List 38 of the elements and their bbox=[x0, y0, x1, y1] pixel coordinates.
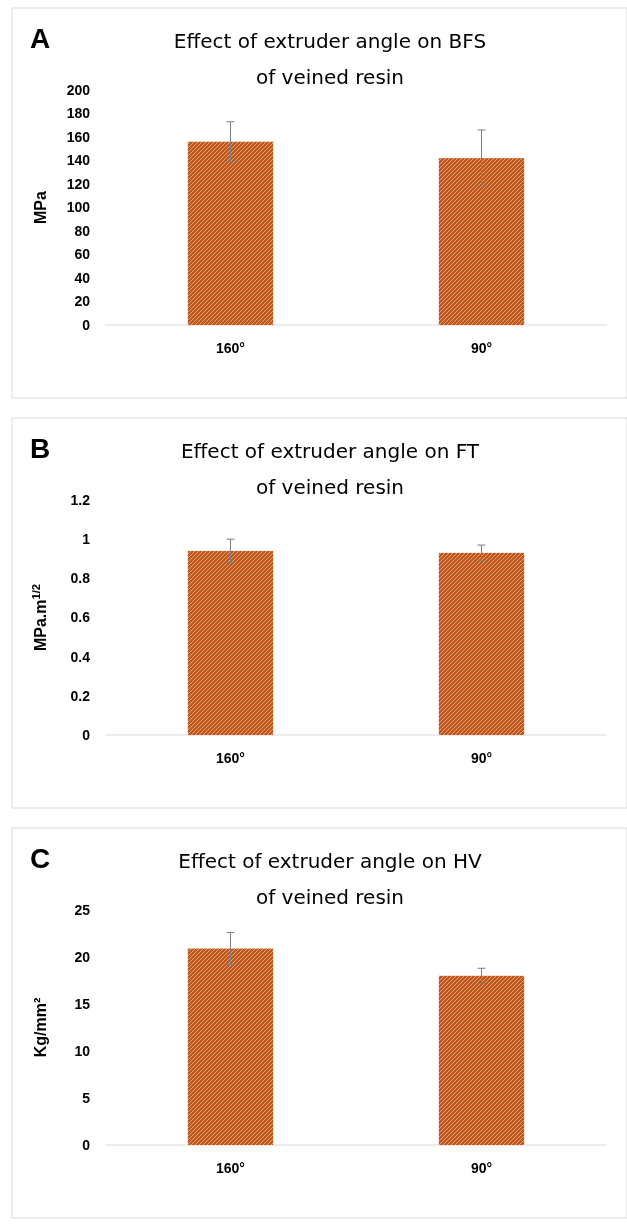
y-tick-label: 80 bbox=[74, 222, 91, 239]
x-tick-label: 90° bbox=[470, 750, 493, 766]
x-tick-label: 90° bbox=[470, 340, 493, 356]
text: B bbox=[30, 433, 51, 464]
y-tick-label: 140 bbox=[66, 152, 91, 169]
x-tick-label: 160° bbox=[216, 1160, 245, 1176]
y-tick-label: 60 bbox=[74, 246, 91, 263]
y-tick-label: 25 bbox=[74, 901, 91, 918]
y-tick-label: 0.4 bbox=[70, 648, 91, 665]
y-tick-label: 0.6 bbox=[70, 609, 91, 626]
x-tick-label: 160° bbox=[216, 750, 245, 766]
x-tick-label: 90° bbox=[470, 1160, 493, 1176]
y-tick-label: 20 bbox=[74, 948, 91, 965]
chart-title: Effect of extruder angle on HV of veined resin bbox=[178, 849, 483, 909]
y-tick-label: 1 bbox=[82, 531, 91, 548]
y-tick-label: 0.2 bbox=[70, 687, 91, 704]
chart-title: Effect of extruder angle on BFS of veined resin bbox=[173, 29, 487, 89]
y-tick-label: 0 bbox=[82, 316, 91, 333]
y-tick-label: 0.8 bbox=[70, 570, 91, 587]
y-tick-label: 20 bbox=[74, 293, 91, 310]
y-tick-label: 160 bbox=[66, 128, 91, 145]
y-tick-label: 200 bbox=[66, 81, 91, 98]
y-tick-label: 5 bbox=[82, 1089, 91, 1106]
y-tick-label: 0 bbox=[82, 1136, 91, 1153]
y-tick-label: 15 bbox=[74, 995, 91, 1012]
y-tick-label: 120 bbox=[66, 175, 91, 192]
x-tick-label: 160° bbox=[216, 340, 245, 356]
text: A bbox=[30, 23, 51, 54]
y-tick-label: 40 bbox=[74, 269, 91, 286]
y-tick-label: 180 bbox=[66, 105, 91, 122]
y-axis-title: Kg/mm² bbox=[32, 997, 49, 1058]
y-axis-title: MPa bbox=[32, 190, 49, 224]
y-tick-label: 10 bbox=[74, 1042, 91, 1059]
y-tick-label: 100 bbox=[66, 199, 91, 216]
y-tick-label: 1.2 bbox=[70, 491, 91, 508]
text: C bbox=[30, 843, 51, 874]
chart-title: Effect of extruder angle on FT of veined resin bbox=[180, 439, 480, 499]
y-tick-label: 0 bbox=[82, 726, 91, 743]
